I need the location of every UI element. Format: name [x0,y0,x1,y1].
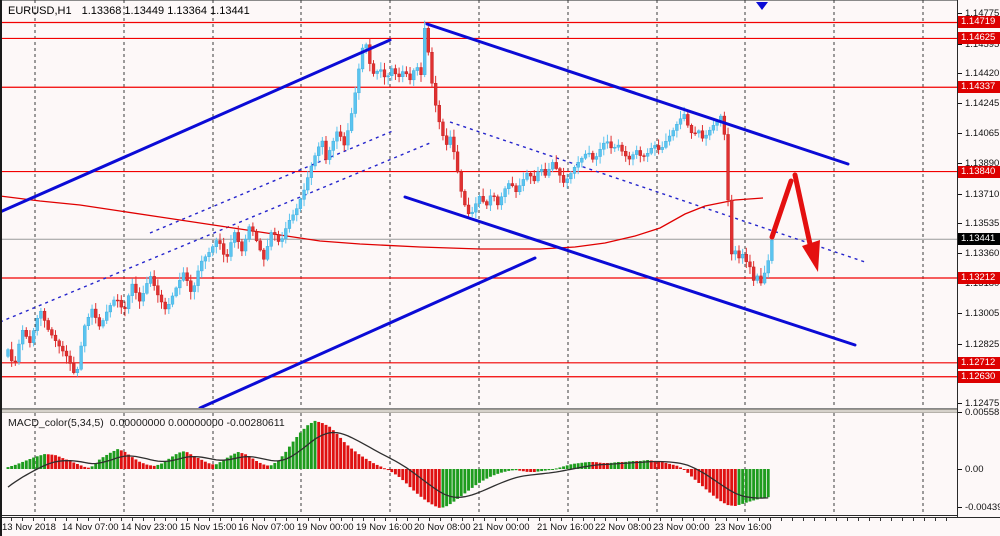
projection-arrow-head [802,240,820,272]
ascending-median-2-dotted-line [149,129,396,234]
price-tick-label: 1.14775 [965,8,1000,19]
level-price-tag: 1.14719 [958,16,1000,29]
macd-tick-mark [958,507,962,508]
blue-top-marker [756,2,768,10]
price-tick-mark [958,403,962,404]
projection-arrow-down-shaft [792,172,813,247]
level-price-tag: 1.13212 [958,272,1000,285]
price-axis[interactable]: 1.147751.145951.144201.142451.140651.138… [957,0,1000,517]
price-tick-mark [958,102,962,104]
ascending-channel-upper-line [0,38,392,214]
ascending-channel-lower-line [198,256,537,409]
time-tick-label: 14 Nov 07:00 [62,522,119,533]
macd-indicator-label: MACD_color(5,34,5) 0.00000000 0.00000000 … [8,417,291,429]
time-tick-label: 19 Nov 16:00 [356,522,413,533]
price-tick-mark [958,163,962,165]
pane-splitter[interactable] [0,409,1000,413]
window-left-border [0,0,2,536]
level-price-tag: 1.14337 [958,81,1000,94]
price-tick-label: 1.13535 [965,218,1000,230]
ohlc-quote-label: 1.13368 1.13449 1.13364 1.13441 [81,5,250,17]
red-ma-line [0,195,764,250]
price-tick-mark [958,133,962,135]
time-tick-label: 15 Nov 15:00 [180,522,237,533]
macd-tick-mark [958,412,962,413]
price-tick-mark [958,313,962,315]
time-tick-label: 20 Nov 08:00 [414,522,471,533]
macd-values: 0.00000000 0.00000000 -0.00280611 [109,417,285,429]
macd-pane[interactable]: MACD_color(5,34,5) 0.00000000 0.00000000 … [0,413,957,517]
macd-axis-label: 0.00 [965,464,984,475]
time-axis-tick-strip [0,518,957,521]
price-tick-mark [958,73,962,75]
price-tick-label: 1.13710 [965,188,1000,200]
projection-arrow-up-stroke [769,178,794,240]
macd-histogram [6,420,770,508]
candlesticks [6,20,774,377]
macd-signal-line [7,431,769,499]
time-tick-label: 13 Nov 2018 [2,522,56,533]
level-price-tag: 1.12712 [958,356,1000,369]
price-tick-mark [958,252,962,254]
bid-price-tag: 1.13441 [958,233,1000,246]
price-tick-label: 1.12475 [965,398,1000,409]
ascending-median-1-dotted-line [0,142,431,323]
price-tick-mark [958,343,962,345]
macd-axis-label: 0.0055810 [965,407,1000,418]
time-tick-label: 19 Nov 00:00 [297,522,354,533]
symbol-period-label: EURUSD,H1 [8,5,72,17]
price-tick-mark [958,193,962,195]
macd-canvas[interactable] [0,413,957,517]
time-tick-label: 21 Nov 16:00 [537,522,594,533]
level-price-tag: 1.13840 [958,165,1000,178]
price-tick-label: 1.14065 [965,128,1000,140]
price-tick-label: 1.14420 [965,68,1000,80]
price-tick-label: 1.14245 [965,97,1000,109]
descending-channel-upper-line [425,22,850,166]
time-tick-label: 21 Nov 00:00 [473,522,530,533]
price-tick-label: 1.13360 [965,247,1000,259]
time-tick-label: 22 Nov 08:00 [595,522,652,533]
window-top-border [0,0,1000,1]
level-price-tag: 1.12630 [958,370,1000,383]
time-tick-label: 16 Nov 07:00 [238,522,295,533]
time-tick-label: 23 Nov 16:00 [715,522,772,533]
chart-title: EURUSD,H1 1.13368 1.13449 1.13364 1.13441 [8,5,250,17]
macd-name: MACD_color(5,34,5) [8,417,104,429]
descending-median-dotted-line [449,121,866,263]
price-chart-pane[interactable]: EURUSD,H1 1.13368 1.13449 1.13364 1.13441 [0,0,957,409]
macd-axis-label: -0.0043960 [965,502,1000,513]
price-tick-mark [958,223,962,225]
price-tick-label: 1.13890 [965,158,1000,170]
time-tick-label: 14 Nov 23:00 [121,522,178,533]
price-tick-label: 1.13005 [965,308,1000,320]
time-axis[interactable]: 13 Nov 2018 14 Nov 07:00 14 Nov 23:00 15 No… [0,517,1000,536]
time-tick-label: 23 Nov 00:00 [653,522,710,533]
macd-tick-mark [958,469,962,470]
descending-channel-lower-line [403,195,857,347]
price-tick-label: 1.12825 [965,338,1000,350]
price-chart-canvas[interactable] [0,0,957,409]
level-price-tag: 1.14625 [958,32,1000,45]
price-tick-mark [958,13,962,14]
